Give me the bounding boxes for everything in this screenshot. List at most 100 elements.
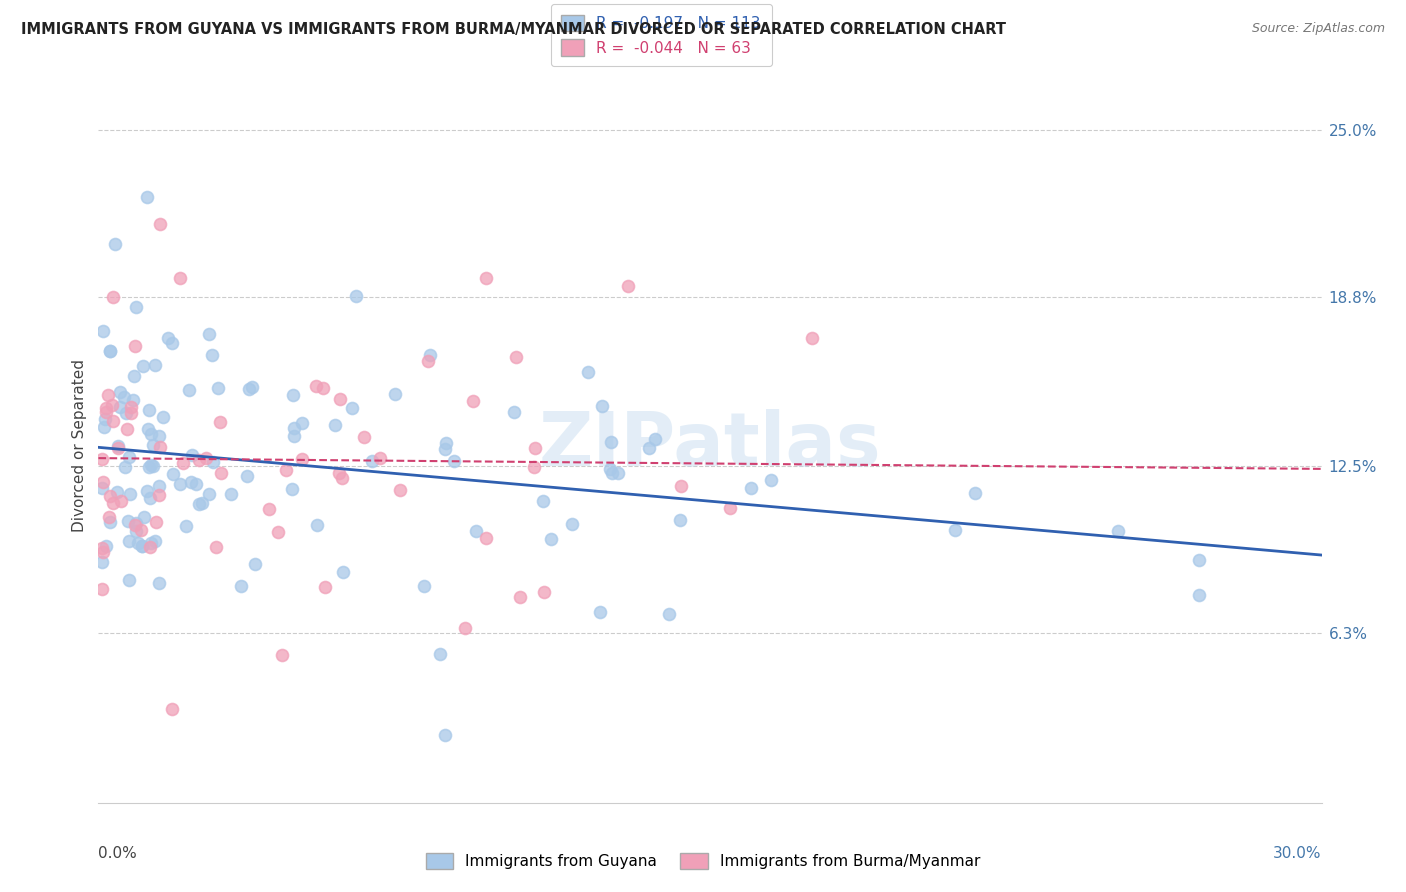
Point [184,477,207,491]
Point [965,486,987,500]
Point [229,578,252,592]
Point [120,487,142,501]
Text: IMMIGRANTS FROM GUYANA VS IMMIGRANTS FROM BURMA/MYANMAR DIVORCED OR SEPARATED CO: IMMIGRANTS FROM GUYANA VS IMMIGRANTS FRO… [21,22,1007,37]
Point [412,579,434,593]
Point [340,401,363,415]
Point [91,582,114,597]
Text: Source: ZipAtlas.com: Source: ZipAtlas.com [1251,22,1385,36]
Point [433,729,456,743]
Point [138,402,160,417]
Point [243,557,266,571]
Text: 30.0%: 30.0% [1274,846,1322,861]
Point [152,409,174,424]
Point [503,405,526,419]
Point [270,648,294,662]
Point [344,288,367,302]
Point [101,290,124,304]
Point [149,440,172,454]
Point [160,335,183,350]
Point [98,489,121,503]
Point [124,517,146,532]
Point [312,381,335,395]
Point [93,475,115,490]
Point [238,382,260,396]
Point [591,399,613,413]
Point [433,442,456,456]
Point [194,451,217,466]
Point [108,385,131,400]
Point [124,339,146,353]
Point [283,429,305,443]
Point [801,331,824,345]
Point [96,405,118,419]
Point [129,523,152,537]
Point [188,497,211,511]
Point [136,422,159,436]
Point [759,473,782,487]
Point [139,536,162,550]
Point [523,459,546,474]
Point [474,270,498,285]
Point [209,467,232,481]
Point [599,462,621,476]
Point [100,398,122,412]
Point [669,512,692,526]
Point [602,466,624,480]
Point [943,524,966,538]
Point [110,401,132,415]
Point [114,460,136,475]
Point [96,539,118,553]
Point [131,539,153,553]
Point [274,463,297,477]
Point [125,300,148,314]
Point [139,491,162,505]
Point [97,510,120,524]
Text: 0.0%: 0.0% [98,846,138,861]
Point [353,430,375,444]
Point [201,348,224,362]
Point [281,387,304,401]
Point [91,555,114,569]
Point [112,390,135,404]
Point [1107,524,1129,538]
Point [122,368,145,383]
Point [91,545,114,559]
Point [443,453,465,467]
Point [368,451,391,466]
Legend: R =  -0.197   N = 113, R =  -0.044   N = 63: R = -0.197 N = 113, R = -0.044 N = 63 [551,4,772,66]
Point [110,494,132,508]
Point [461,394,484,409]
Point [107,439,129,453]
Point [207,381,229,395]
Point [169,477,191,491]
Point [283,421,305,435]
Point [97,388,120,402]
Point [669,479,692,493]
Point [156,331,179,345]
Point [117,534,139,549]
Point [533,584,555,599]
Point [104,237,127,252]
Point [93,420,115,434]
Point [465,524,488,538]
Point [599,434,621,449]
Point [328,466,350,480]
Point [576,365,599,379]
Point [280,482,302,496]
Point [418,354,440,368]
Point [101,414,124,428]
Point [105,484,128,499]
Text: ZIPatlas: ZIPatlas [538,409,882,483]
Point [454,621,477,635]
Point [93,412,115,426]
Point [589,605,612,619]
Point [118,574,141,588]
Point [141,458,163,473]
Point [329,392,352,407]
Point [180,475,202,489]
Point [1188,588,1211,602]
Point [131,540,153,554]
Point [142,458,165,473]
Point [198,487,221,501]
Point [429,647,451,661]
